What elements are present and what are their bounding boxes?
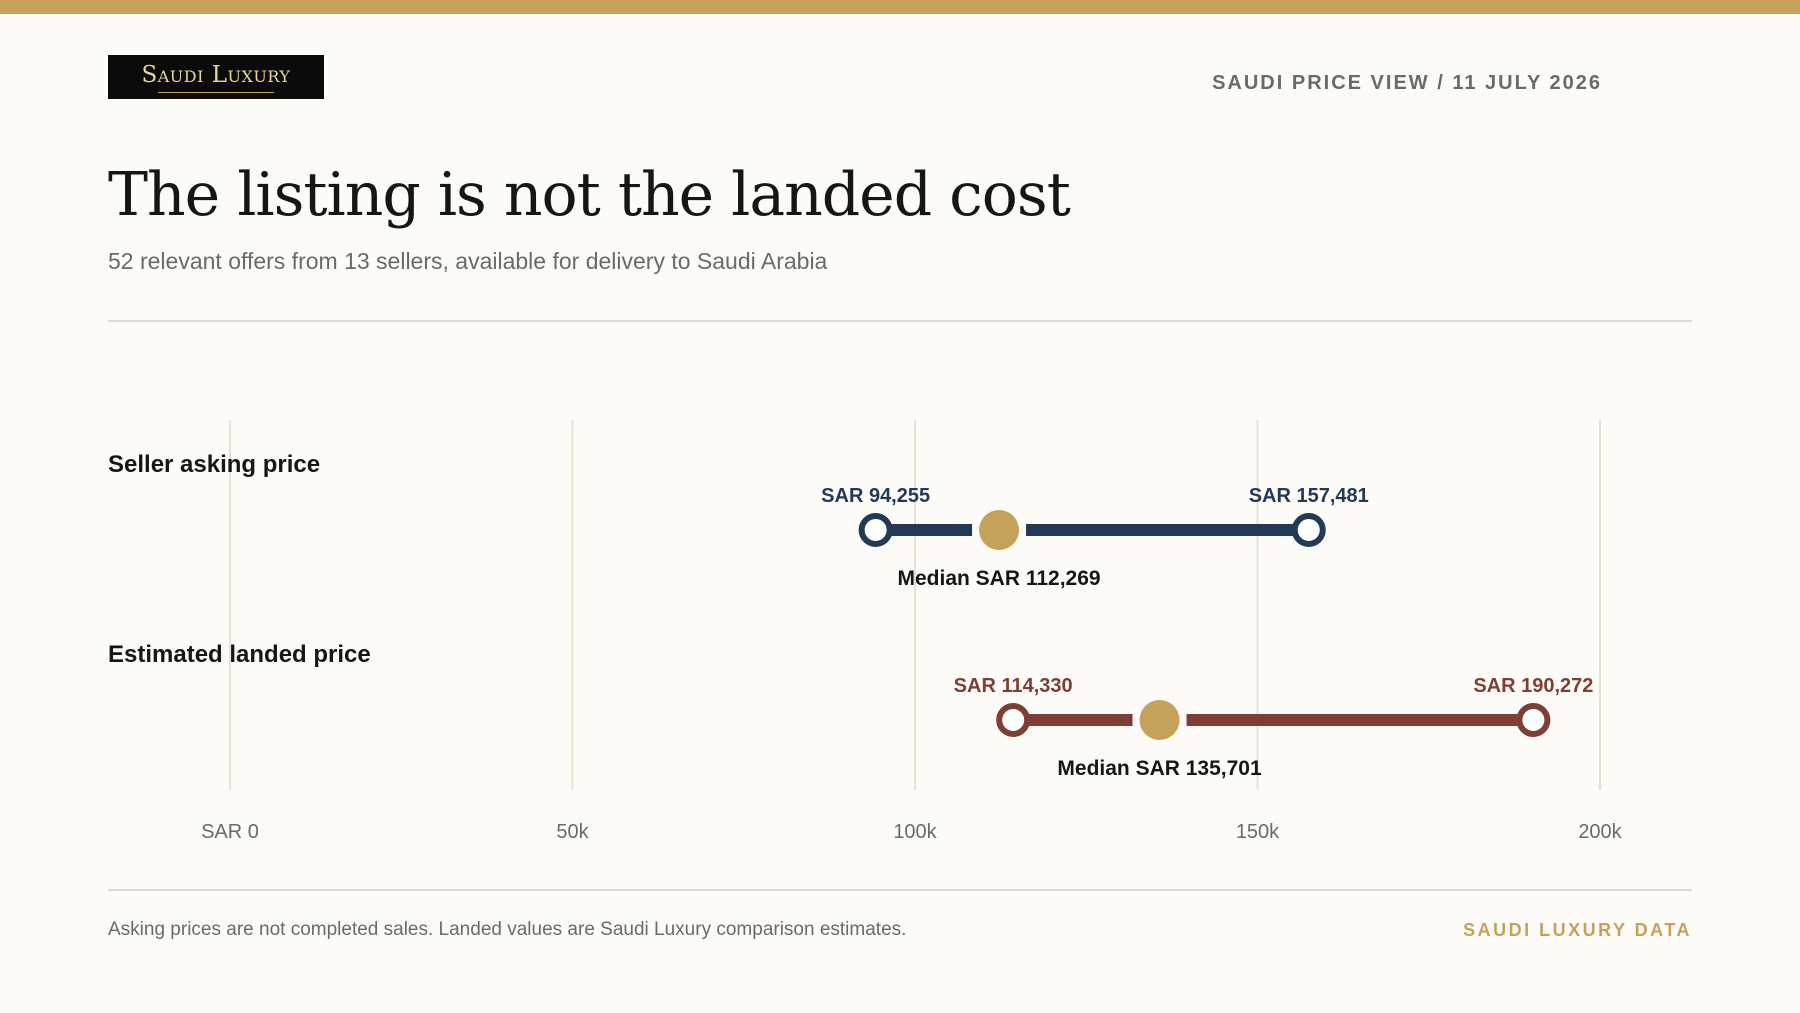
x-tick-label: 100k — [893, 821, 937, 843]
price-range-chart: SAR 0 50k 100k 150k 200k Seller asking price S… — [108, 420, 1623, 843]
page-subtitle: 52 relevant offers from 13 sellers, avai… — [108, 248, 828, 274]
logo-wordmark: Saudi Luxury — [141, 62, 291, 88]
max-value-label: SAR 157,481 — [1249, 485, 1369, 507]
row-label: Estimated landed price — [108, 641, 371, 668]
x-tick-label: 150k — [1236, 821, 1280, 843]
min-value-label: SAR 94,255 — [821, 485, 930, 507]
x-tick-label: 200k — [1578, 821, 1622, 843]
top-divider — [108, 320, 1692, 322]
footnote: Asking prices are not completed sales. L… — [108, 919, 907, 940]
max-point — [1516, 703, 1551, 737]
min-point — [858, 513, 893, 547]
min-point — [996, 703, 1031, 737]
median-point — [979, 510, 1020, 550]
saudi-luxury-logo: Saudi Luxury — [108, 55, 324, 99]
row-label: Seller asking price — [108, 451, 320, 478]
dateline: SAUDI PRICE VIEW / 11 JULY 2026 — [1212, 72, 1602, 94]
max-value-label: SAR 190,272 — [1473, 675, 1593, 697]
median-value-label: Median SAR 135,701 — [1057, 757, 1262, 780]
min-value-label: SAR 114,330 — [954, 675, 1073, 697]
bottom-divider — [108, 889, 1692, 891]
median-point — [1139, 700, 1180, 740]
max-point — [1291, 513, 1326, 547]
median-value-label: Median SAR 112,269 — [897, 567, 1100, 590]
top-accent-bar — [0, 0, 1800, 14]
x-tick-label: 50k — [556, 821, 589, 843]
page-title: The listing is not the landed cost — [108, 160, 1071, 230]
footer-brand: SAUDI LUXURY DATA — [1463, 920, 1692, 940]
logo-underline — [158, 92, 274, 93]
x-tick-label: SAR 0 — [201, 821, 259, 843]
